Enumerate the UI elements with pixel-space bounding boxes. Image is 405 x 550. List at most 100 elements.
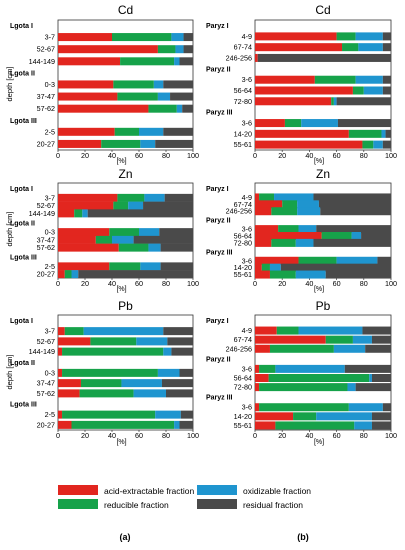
chart-pb-b-bar-residual-fraction [365, 344, 391, 353]
chart-pb-b-bar-acid-extractable-fraction [255, 383, 260, 392]
chart-pb-b-bar-oxidizable-fraction [352, 335, 372, 344]
chart-zn-a-ylabel: depth [cm] [5, 211, 14, 246]
chart-pb-b-row-label: 14-20 [234, 412, 252, 421]
chart-zn-a-row-label: 2-5 [45, 262, 55, 271]
chart-pb-b-bar-acid-extractable-fraction [255, 364, 260, 373]
chart-zn-a-bar-residual-fraction [143, 201, 193, 210]
chart-pb-b-bar-oxidizable-fraction [275, 364, 345, 373]
chart-pb-a-bar-residual-fraction [161, 379, 193, 388]
chart-cd-a-group-label: Lgota III [10, 118, 37, 125]
chart-pb-b-bar-residual-fraction [362, 326, 391, 335]
chart-pb-a-xtick-label: 100 [187, 431, 199, 440]
chart-cd-b-bar-oxidizable-fraction [381, 129, 386, 138]
chart-cd-a-row-label: 20-27 [37, 139, 55, 148]
chart-pb-a-row-label: 144-149 [29, 347, 55, 356]
chart-cd-a-xtick-label: 40 [108, 151, 116, 160]
chart-pb-b-bar-oxidizable-fraction [298, 326, 363, 335]
chart-pb-b-bar-reducible-fraction [259, 403, 349, 412]
chart-pb-b-bar-oxidizable-fraction [333, 344, 366, 353]
chart-cd-b-group-label: Paryz I [206, 23, 229, 30]
chart-pb-a-bar-residual-fraction [180, 410, 193, 419]
chart-zn-a-group-label: Lgota II [10, 220, 35, 227]
chart-pb-b-bar-oxidizable-fraction [348, 403, 383, 412]
chart-cd-b-bar-acid-extractable-fraction [255, 119, 285, 128]
chart-cd-b-group-label: Paryz III [206, 110, 233, 117]
chart-zn-b-bar-reducible-fraction [321, 232, 352, 240]
chart-pb-a-xtick-label: 80 [162, 431, 170, 440]
chart-zn-a-bar-acid-extractable-fraction [58, 201, 114, 210]
chart-cd-b-bar-residual-fraction [336, 97, 391, 106]
chart-pb-a-bar-oxidizable-fraction [83, 327, 164, 336]
chart-zn-b-bar-acid-extractable-fraction [255, 238, 272, 247]
chart-cd-a-bar-acid-extractable-fraction [58, 104, 149, 113]
chart-pb-a-bar-oxidizable-fraction [163, 347, 172, 356]
chart-pb-a-bar-acid-extractable-fraction [58, 389, 80, 398]
chart-cd-b-bar-acid-extractable-fraction [255, 53, 258, 62]
chart-cd-a-bar-oxidizable-fraction [171, 33, 184, 42]
chart-pb-b-xtick-label: 100 [385, 431, 397, 440]
chart-zn-b-bar-reducible-fraction [282, 200, 298, 209]
chart-zn-b-row-label: 246-256 [226, 207, 252, 216]
chart-pb-a-row-label: 0-3 [45, 368, 55, 377]
chart-pb-a-row-label: 57-62 [37, 389, 55, 398]
chart-zn-b-xtick-label: 60 [333, 279, 341, 288]
chart-cd-b-xtick-label: 100 [385, 151, 397, 160]
chart-zn-a-row-label: 37-47 [37, 235, 55, 244]
chart-zn-b-xlabel: [%] [314, 286, 324, 293]
chart-zn-b-title: Zn [316, 167, 330, 181]
chart-zn-b-group-label: Paryz II [206, 218, 231, 225]
chart-zn-a-title: Zn [118, 167, 132, 181]
chart-pb-b-bar-reducible-fraction [325, 335, 353, 344]
chart-zn-a-bar-reducible-fraction [113, 201, 129, 210]
chart-cd-b-bar-reducible-fraction [331, 97, 334, 106]
chart-cd-a-bar-reducible-fraction [113, 80, 154, 89]
chart-pb-a-bar-residual-fraction [167, 337, 193, 346]
chart-zn-b-bar-oxidizable-fraction [336, 256, 378, 265]
chart-cd-b-bar-residual-fraction [382, 86, 391, 95]
chart-zn-a-bar-acid-extractable-fraction [58, 228, 110, 237]
chart-pb-b-bar-acid-extractable-fraction [255, 403, 260, 412]
chart-pb-b-row-label: 56-64 [234, 374, 252, 383]
chart-zn-b-row-label: 56-64 [234, 232, 252, 241]
chart-cd-b-bar-reducible-fraction [352, 86, 364, 95]
chart-pb-b-row-label: 4-9 [242, 326, 252, 335]
chart-cd-b-bar-reducible-fraction [314, 75, 356, 84]
chart-cd-b-bar-oxidizable-fraction [333, 97, 337, 106]
chart-pb-b-bar-reducible-fraction [293, 412, 317, 421]
chart-cd-b-bar-acid-extractable-fraction [255, 86, 353, 95]
chart-cd-a-bar-reducible-fraction [117, 92, 158, 101]
chart-zn-a-bar-oxidizable-fraction [112, 235, 134, 244]
chart-cd-b-row-label: 3-6 [242, 119, 252, 128]
chart-cd-a-xtick-label: 0 [56, 151, 60, 160]
chart-pb-a-bar-reducible-fraction [79, 389, 134, 398]
chart-cd-a-bar-reducible-fraction [157, 45, 176, 54]
chart-zn-b-bar-oxidizable-fraction [295, 238, 314, 247]
chart-cd-a-bar-oxidizable-fraction [140, 139, 156, 148]
chart-zn-b-bar-oxidizable-fraction [297, 207, 321, 216]
chart-zn-a-xtick-label: 100 [187, 279, 199, 288]
chart-zn-a-bar-reducible-fraction [64, 270, 72, 279]
chart-pb-b-xtick-label: 80 [360, 431, 368, 440]
chart-zn-a-bar-oxidizable-fraction [140, 262, 161, 271]
chart-cd-a-bar-acid-extractable-fraction [58, 57, 121, 66]
chart-pb-b-xtick-label: 60 [333, 431, 341, 440]
chart-pb-a-bar-acid-extractable-fraction [58, 368, 63, 377]
chart-cd-b-bar-residual-fraction [257, 53, 391, 62]
chart-cd-a-bar-residual-fraction [183, 45, 193, 54]
chart-pb-a-bar-reducible-fraction [90, 337, 137, 346]
chart-cd-a-xtick-label: 60 [135, 151, 143, 160]
chart-pb-a-row-label: 20-27 [37, 420, 55, 429]
chart-zn-a-bar-residual-fraction [160, 243, 193, 252]
chart-pb-b-bar-reducible-fraction [269, 344, 334, 353]
chart-zn-a-bar-oxidizable-fraction [139, 228, 160, 237]
chart-zn-b-bar-residual-fraction [280, 263, 391, 272]
chart-pb-a-row-label: 52-67 [37, 337, 55, 346]
chart-cd-b-row-label: 56-64 [234, 86, 252, 95]
chart-cd-a-bar-acid-extractable-fraction [58, 92, 118, 101]
chart-cd-a-row-label: 2-5 [45, 127, 55, 136]
chart-pb-b-title: Pb [316, 299, 331, 313]
chart-cd-b-bar-oxidizable-fraction [363, 86, 383, 95]
chart-pb-b-bar-residual-fraction [355, 383, 391, 392]
chart-pb-b-row-label: 72-80 [234, 383, 252, 392]
